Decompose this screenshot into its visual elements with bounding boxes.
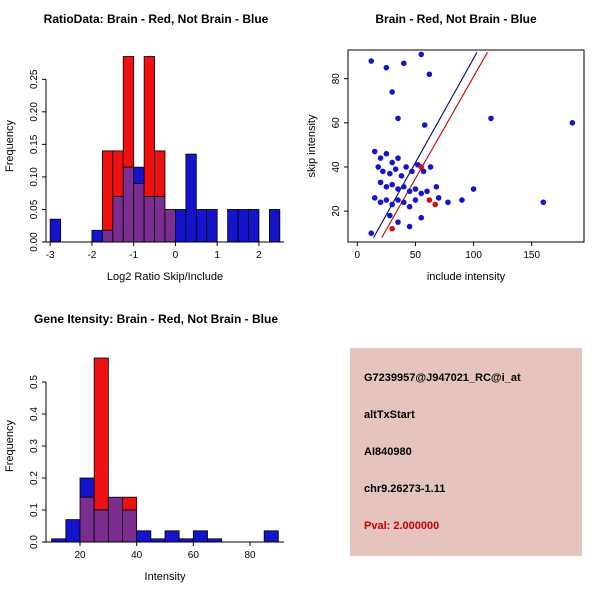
intensity-scatter-chart: 0 50 100 150 20 40 60 80 include intensity skip i… <box>306 49 585 283</box>
svg-text:0.3: 0.3 <box>29 439 40 453</box>
event-type-text: altTxStart <box>364 409 415 421</box>
svg-text:0.25: 0.25 <box>29 69 40 89</box>
svg-text:0: 0 <box>173 250 179 261</box>
probe-id-text: G7239957@J947021_RC@i_at <box>364 372 521 384</box>
svg-text:0.05: 0.05 <box>29 199 40 219</box>
svg-text:-2: -2 <box>87 250 96 261</box>
svg-text:60: 60 <box>188 550 200 561</box>
intensity-scatter-title: Brain - Red, Not Brain - Blue <box>375 12 537 26</box>
svg-text:80: 80 <box>244 550 256 561</box>
svg-text:1: 1 <box>214 250 220 261</box>
svg-text:Frequency: Frequency <box>4 120 16 172</box>
svg-text:skip intensity: skip intensity <box>306 114 318 177</box>
location-text: chr9.26273-1.11 <box>364 483 446 495</box>
info-box: G7239957@J947021_RC@i_at altTxStart AI84… <box>350 348 582 556</box>
svg-text:include intensity: include intensity <box>427 271 506 283</box>
svg-text:0.2: 0.2 <box>29 471 40 485</box>
svg-text:0: 0 <box>355 250 361 261</box>
svg-text:80: 80 <box>331 73 342 85</box>
svg-text:100: 100 <box>465 250 482 261</box>
svg-text:150: 150 <box>523 250 540 261</box>
svg-text:40: 40 <box>331 161 342 173</box>
svg-text:0.4: 0.4 <box>29 407 40 421</box>
pval-text: Pval: 2.000000 <box>364 520 440 532</box>
svg-text:50: 50 <box>410 250 422 261</box>
accession-text: AI840980 <box>364 446 412 458</box>
svg-text:Log2 Ratio Skip/Include: Log2 Ratio Skip/Include <box>107 271 223 283</box>
svg-text:Frequency: Frequency <box>4 420 16 472</box>
svg-text:0.1: 0.1 <box>29 503 40 517</box>
panel-ratio-histogram: RatioData: Brain - Red, Not Brain - Blue… <box>0 0 300 300</box>
gene-intensity-histogram-title: Gene Itensity: Brain - Red, Not Brain - … <box>33 312 279 326</box>
ratio-histogram-title: RatioData: Brain - Red, Not Brain - Blue <box>43 12 269 26</box>
svg-text:40: 40 <box>131 550 143 561</box>
panel-intensity-scatter: Brain - Red, Not Brain - Blue 0 50 100 150 2… <box>300 0 600 300</box>
svg-text:60: 60 <box>331 117 342 129</box>
svg-text:-1: -1 <box>129 250 138 261</box>
svg-text:0.0: 0.0 <box>29 535 40 549</box>
ratio-histogram-chart: -3 -2 -1 0 1 2 0.00 0.05 0.10 0.15 0.20 0.25 Log2 Ra… <box>4 56 284 283</box>
svg-text:20: 20 <box>331 205 342 217</box>
svg-text:20: 20 <box>74 550 86 561</box>
svg-text:2: 2 <box>256 250 262 261</box>
panel-gene-intensity-histogram: Gene Itensity: Brain - Red, Not Brain - … <box>0 300 300 600</box>
svg-text:-3: -3 <box>46 250 55 261</box>
svg-text:0.00: 0.00 <box>29 232 40 252</box>
panel-gene-info: G7239957@J947021_RC@i_at altTxStart AI84… <box>300 300 600 600</box>
svg-text:0.5: 0.5 <box>29 375 40 389</box>
svg-text:0.10: 0.10 <box>29 167 40 187</box>
svg-text:0.15: 0.15 <box>29 134 40 154</box>
svg-text:0.20: 0.20 <box>29 102 40 122</box>
gene-intensity-histogram-chart: 20 40 60 80 0.0 0.1 0.2 0.3 0.4 0.5 Intensity Frequ… <box>4 357 284 583</box>
svg-text:Intensity: Intensity <box>145 571 186 583</box>
